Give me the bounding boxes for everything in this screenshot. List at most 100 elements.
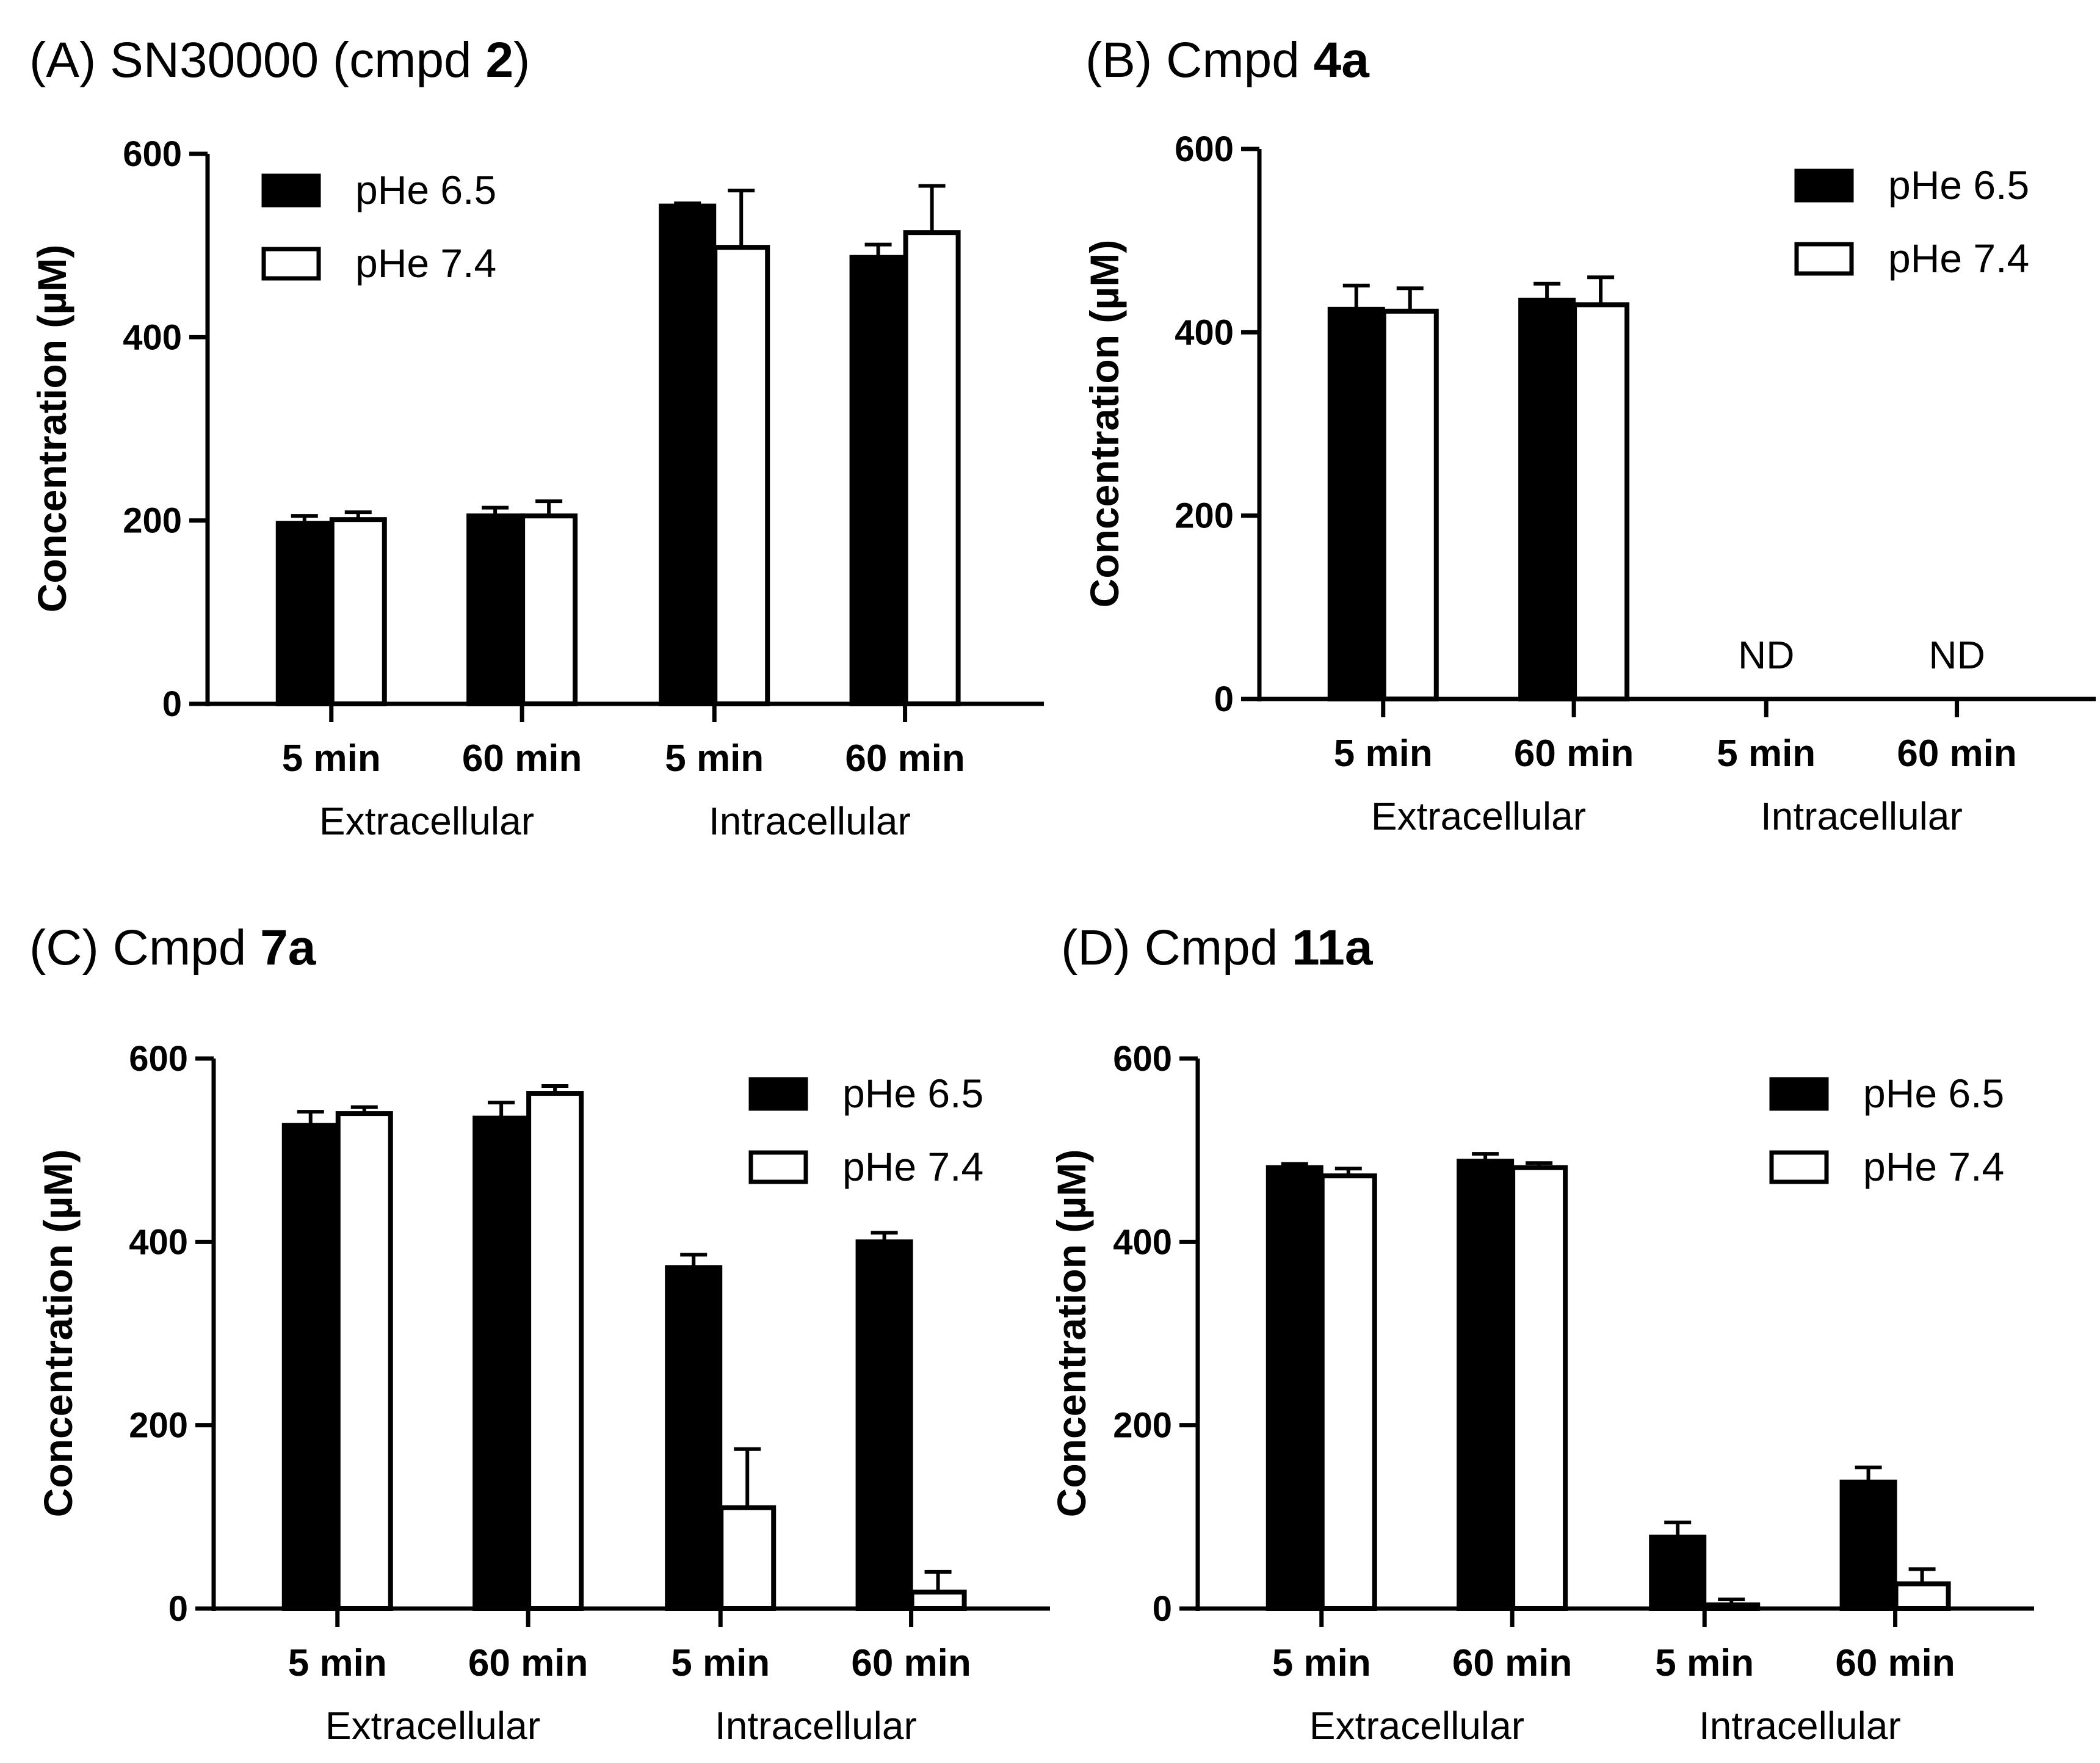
legend-swatch-phe74 xyxy=(1794,242,1854,276)
y-tick-label: 200 xyxy=(1113,1406,1172,1446)
legend-swatch-phe74 xyxy=(1769,1150,1829,1184)
panel-a-label: (A) xyxy=(29,32,96,88)
legend-label: pHe 7.4 xyxy=(1863,1144,2004,1189)
y-axis-label: Concentration (µM) xyxy=(29,245,74,613)
chart-c: 0 200 400 600 5 min 60 min 5 min 60 min Extracel… xyxy=(35,1039,1050,1748)
x-tick-label: 5 min xyxy=(1334,733,1433,775)
group-label: Intracellular xyxy=(715,1704,917,1748)
x-tick-label: 60 min xyxy=(1897,733,2016,775)
legend-label: pHe 6.5 xyxy=(842,1071,983,1116)
x-tick-label: 5 min xyxy=(1717,733,1816,775)
bar-phe65 xyxy=(1457,1159,1515,1612)
y-tick-label: 600 xyxy=(129,1039,188,1079)
y-tick-label: 600 xyxy=(1113,1039,1172,1079)
group-label: Intracellular xyxy=(1699,1704,1901,1748)
y-tick-label: 400 xyxy=(1175,313,1234,352)
y-tick-label: 400 xyxy=(1113,1222,1172,1262)
x-tick-label: 60 min xyxy=(1835,1642,1955,1684)
x-tick-label: 60 min xyxy=(1452,1642,1572,1684)
x-tick-label: 5 min xyxy=(282,737,381,780)
bar-phe65 xyxy=(1649,1534,1707,1611)
panel-b-title: (B) Cmpd 4a xyxy=(1085,32,1369,89)
bar-phe65 xyxy=(665,1265,723,1611)
bar-phe74 xyxy=(520,513,578,706)
panel-c-title: (C) Cmpd 7a xyxy=(29,919,316,977)
panel-a: (A) SN30000 (cmpd 2) 0 200 400 600 5 min 60 m… xyxy=(0,0,1050,882)
group-label: Extracellular xyxy=(1371,794,1586,838)
legend-swatch-phe65 xyxy=(748,1077,808,1111)
panel-d-label: (D) xyxy=(1061,920,1131,976)
legend-label: pHe 7.4 xyxy=(842,1144,983,1189)
bar-phe74 xyxy=(526,1091,584,1611)
legend-swatch-phe65 xyxy=(1769,1077,1829,1111)
group-label: Extracellular xyxy=(1309,1704,1524,1748)
y-tick-label: 200 xyxy=(129,1406,188,1446)
panel-c: (C) Cmpd 7a 0 200 400 600 5 min 60 min 5 min 60… xyxy=(0,882,1050,1763)
bar-phe65 xyxy=(855,1239,913,1611)
x-tick-label: 60 min xyxy=(1514,733,1634,775)
bar-phe74 xyxy=(1381,308,1439,702)
y-tick-label: 400 xyxy=(123,317,182,357)
legend-swatch-phe65 xyxy=(1794,168,1854,203)
panel-a-title-bold: 2 xyxy=(485,32,514,88)
bar-phe74 xyxy=(909,1589,967,1611)
legend-label: pHe 6.5 xyxy=(355,167,496,212)
x-tick-label: 60 min xyxy=(845,737,965,780)
panel-b: (B) Cmpd 4a ND ND 0 200 400 600 5 min 60 min 5 m… xyxy=(1050,0,2100,882)
bar-phe65 xyxy=(281,1123,339,1612)
x-tick-label: 5 min xyxy=(288,1642,387,1684)
x-tick-label: 60 min xyxy=(462,737,582,780)
legend-swatch-phe65 xyxy=(261,173,321,208)
y-tick-label: 400 xyxy=(129,1222,188,1262)
bar-phe74 xyxy=(335,1111,393,1612)
x-tick-label: 5 min xyxy=(1655,1642,1754,1684)
y-tick-label: 0 xyxy=(162,684,182,724)
panel-a-title-text: SN30000 (cmpd xyxy=(110,32,486,88)
y-tick-label: 0 xyxy=(1153,1589,1172,1629)
bar-phe65 xyxy=(1265,1165,1323,1612)
legend-swatch-phe74 xyxy=(261,247,321,281)
panel-c-title-text: Cmpd xyxy=(112,920,261,976)
nd-annotation: ND xyxy=(1738,633,1794,677)
bar-phe65 xyxy=(1518,297,1576,701)
panel-c-title-bold: 7a xyxy=(260,920,316,976)
panel-b-label: (B) xyxy=(1085,32,1153,88)
panel-d-title-bold: 11a xyxy=(1292,920,1373,976)
y-axis-label: Concentration (µM) xyxy=(1050,1149,1094,1518)
legend-label: pHe 6.5 xyxy=(1863,1071,2004,1116)
bar-phe74 xyxy=(712,245,770,707)
bar-phe74 xyxy=(1510,1165,1568,1612)
x-tick-label: 5 min xyxy=(1272,1642,1371,1684)
panel-d-title-text: Cmpd xyxy=(1144,920,1292,976)
y-tick-label: 200 xyxy=(1175,496,1234,536)
bar-phe74 xyxy=(903,230,961,707)
bar-phe65 xyxy=(1839,1479,1897,1612)
panel-d-title: (D) Cmpd 11a xyxy=(1061,919,1372,977)
bar-phe74 xyxy=(1572,302,1630,701)
bar-phe74 xyxy=(329,517,387,706)
bar-phe65 xyxy=(275,521,333,707)
chart-d: 0 200 400 600 5 min 60 min 5 min 60 min Extracel… xyxy=(1050,1039,2034,1748)
y-tick-label: 200 xyxy=(123,501,182,541)
panel-d: (D) Cmpd 11a 0 200 400 600 5 min 60 min 5 min 6… xyxy=(1050,882,2100,1763)
panel-a-title: (A) SN30000 (cmpd 2) xyxy=(29,32,530,89)
chart-a: 0 200 400 600 5 min 60 min 5 min 60 min Extracel… xyxy=(29,134,1044,843)
panel-b-title-text: Cmpd xyxy=(1166,32,1314,88)
x-tick-label: 60 min xyxy=(851,1642,971,1684)
nd-annotation: ND xyxy=(1928,633,1985,677)
group-label: Intracellular xyxy=(709,799,911,843)
y-tick-label: 0 xyxy=(168,1589,188,1629)
y-axis-label: Concentration (µM) xyxy=(35,1149,81,1518)
group-label: Extracellular xyxy=(325,1704,540,1748)
bar-phe65 xyxy=(849,255,907,706)
bar-phe74 xyxy=(719,1505,777,1611)
legend-label: pHe 7.4 xyxy=(1888,236,2029,281)
legend-swatch-phe74 xyxy=(748,1150,808,1184)
y-tick-label: 600 xyxy=(1175,129,1234,169)
bar-phe65 xyxy=(1327,306,1385,701)
y-tick-label: 0 xyxy=(1214,679,1234,719)
legend-label: pHe 6.5 xyxy=(1888,162,2029,208)
group-label: Intracellular xyxy=(1761,794,1963,838)
bar-phe65 xyxy=(466,513,524,706)
panel-a-title-suffix: ) xyxy=(513,32,530,88)
